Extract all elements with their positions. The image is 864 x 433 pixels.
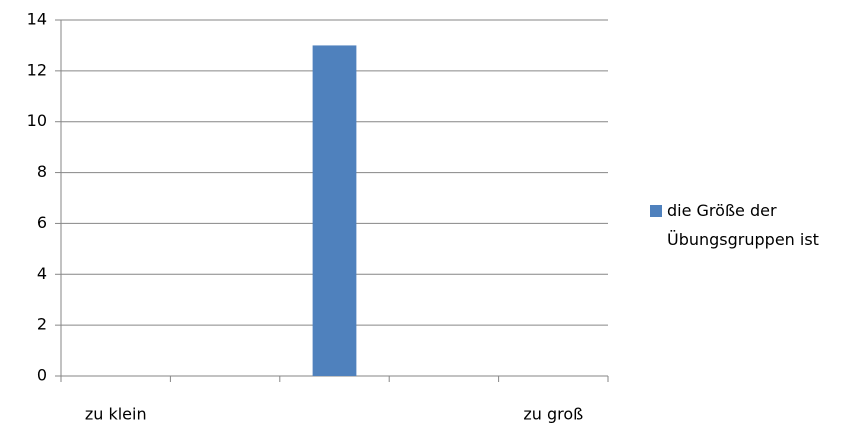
y-tick-label: 2 xyxy=(37,315,47,334)
y-tick-label: 14 xyxy=(27,10,47,29)
legend-swatch xyxy=(650,205,662,217)
y-tick-label: 6 xyxy=(37,213,47,232)
legend-label: die Größe der Übungsgruppen ist xyxy=(667,201,819,249)
y-tick-label: 4 xyxy=(37,264,47,283)
bar xyxy=(312,45,357,377)
y-tick-label: 10 xyxy=(27,111,47,130)
legend: die Größe der Übungsgruppen ist xyxy=(650,196,840,254)
y-tick-label: 8 xyxy=(37,162,47,181)
x-tick-label: zu groß xyxy=(523,405,583,424)
y-tick-label: 0 xyxy=(37,366,47,385)
x-tick-label: zu klein xyxy=(85,405,147,424)
y-tick-label: 12 xyxy=(27,60,47,79)
